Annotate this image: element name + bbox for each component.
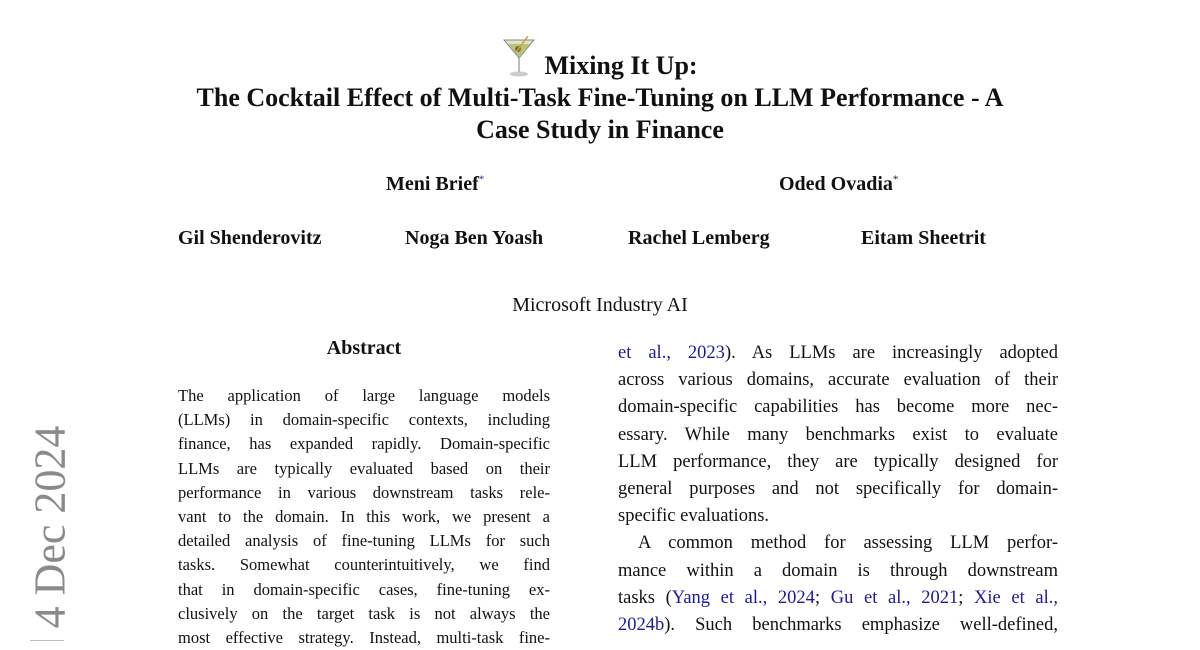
citation-link[interactable]: Gu et al., 2021 [830, 587, 959, 608]
author: Oded Ovadia* [779, 173, 899, 195]
author: Eitam Sheetrit [861, 227, 986, 249]
text-line: essary. While many benchmarks exist to e… [618, 424, 1058, 445]
citation-link[interactable]: et al., 2023 [618, 343, 725, 363]
citation-link[interactable]: 2024b [618, 615, 665, 636]
abstract-line: most effective strategy. Instead, multi-… [178, 628, 550, 648]
text-line: A common method for assessing LLM perfor… [638, 533, 1058, 554]
text-line: general purposes and not specifically fo… [618, 479, 1058, 500]
abstract-line: LLMs are typically evaluated based on th… [178, 458, 550, 478]
abstract-line: (LLMs) in domain-specific contexts, incl… [178, 410, 550, 430]
arxiv-date-stamp: 4 Dec 2024 [25, 425, 75, 629]
abstract-line: performance in various downstream tasks … [178, 482, 550, 502]
title-line-1: Mixing It Up: [0, 35, 1200, 82]
abstract-heading: Abstract [326, 337, 402, 359]
text-line: LLM performance, they are typically desi… [618, 451, 1058, 472]
abstract-line: tasks. Somewhat counterintuitively, we f… [178, 555, 550, 575]
abstract-line: clusively on the target task is not alwa… [178, 603, 550, 623]
abstract-line: detailed analysis of fine-tuning LLMs fo… [178, 531, 550, 551]
abstract-line: finance, has expanded rapidly. Domain-sp… [178, 434, 550, 454]
author: Gil Shenderovitz [178, 227, 322, 249]
title-line-3: Case Study in Finance [476, 115, 724, 144]
cocktail-glass-icon [503, 35, 536, 77]
introduction-text: et al., 2023). As LLMs are increasingly … [618, 343, 1059, 636]
citation-link[interactable]: Xie et al., [974, 587, 1059, 608]
abstract-body: The application of large language models… [178, 384, 550, 650]
title-line-2: The Cocktail Effect of Multi-Task Fine-T… [196, 83, 1004, 112]
abstract-line: The application of large language models [178, 386, 550, 405]
author: Rachel Lemberg [628, 227, 770, 249]
affiliation: Microsoft Industry AI [512, 294, 688, 316]
footnote-link[interactable]: * [478, 173, 485, 186]
abstract-line: that in domain-specific cases, fine-tuni… [178, 579, 550, 599]
text-line: across various domains, accurate evaluat… [618, 370, 1058, 391]
author: Meni Brief* [386, 173, 485, 195]
abstract-line: vant to the domain. In this work, we pre… [178, 507, 550, 527]
author: Noga Ben Yoash [405, 227, 544, 249]
citation-link[interactable]: Yang et al., 2024 [671, 587, 815, 608]
paper-title: Mixing It Up: The Cocktail Effect of Mul… [0, 35, 1200, 146]
text-line: mance within a domain is through downstr… [618, 560, 1058, 581]
stamp-divider [30, 640, 64, 649]
text-line: specific evaluations. [618, 506, 770, 527]
text-line: domain-specific capabilities has become … [618, 397, 1058, 418]
